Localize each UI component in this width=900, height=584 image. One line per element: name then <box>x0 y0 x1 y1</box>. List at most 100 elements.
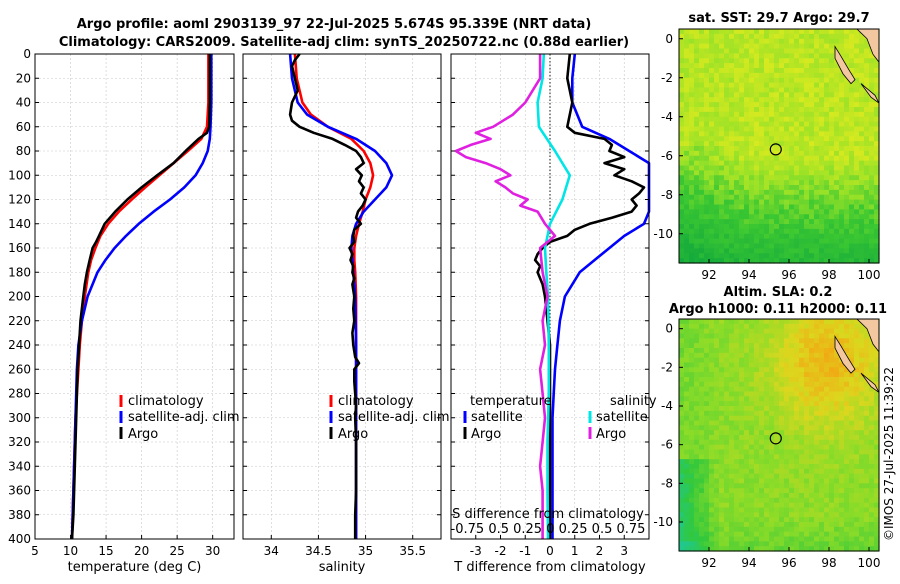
map-cell <box>869 87 875 93</box>
map-cell <box>759 233 765 240</box>
map-cell <box>694 343 700 349</box>
map-cell <box>804 185 810 191</box>
map-cell <box>819 204 825 210</box>
map-cell <box>739 58 745 64</box>
map-cell <box>814 512 820 518</box>
map-cell <box>829 248 835 254</box>
map-cell <box>699 43 705 50</box>
map-cell <box>849 473 855 480</box>
map-cell <box>854 204 860 210</box>
map-cell <box>759 386 765 393</box>
map-cell <box>724 155 730 162</box>
map-cell <box>789 82 795 89</box>
map-cell <box>734 160 740 167</box>
map-cell <box>744 72 750 79</box>
map-cell <box>799 136 805 142</box>
map-cell <box>769 396 775 402</box>
map-cell <box>864 219 870 225</box>
map-cell <box>679 136 685 142</box>
map-cell <box>834 189 840 196</box>
map-cell <box>864 82 870 89</box>
argo-position-marker <box>769 432 782 445</box>
map-cell <box>824 546 830 552</box>
map-cell <box>764 444 770 451</box>
map-cell <box>709 53 715 59</box>
map-cell <box>689 136 695 142</box>
map-cell <box>764 165 770 171</box>
x-tick-label: -1 <box>519 544 531 558</box>
map-cell <box>869 352 875 359</box>
map-cell <box>784 146 790 152</box>
map-cell <box>734 391 740 397</box>
map-cell <box>719 253 725 259</box>
map-cell <box>839 391 845 397</box>
map-cell <box>814 377 820 383</box>
x-tick-label: 98 <box>821 268 836 282</box>
map-cell <box>754 526 760 533</box>
map-cell <box>874 185 880 191</box>
map-cell <box>724 97 730 103</box>
map-cell <box>704 77 710 84</box>
map-cell <box>809 199 815 206</box>
map-cell <box>764 420 770 426</box>
map-cell <box>824 435 830 441</box>
map-cell <box>794 372 800 378</box>
map-cell <box>769 165 775 171</box>
map-cell <box>819 141 825 147</box>
map-cell <box>719 214 725 220</box>
map-cell <box>864 464 870 470</box>
map-cell <box>724 401 730 407</box>
map-cell <box>699 362 705 368</box>
map-cell <box>784 449 790 455</box>
map-cell <box>744 194 750 201</box>
map-cell <box>769 343 775 349</box>
map-cell <box>699 72 705 79</box>
map-cell <box>774 497 780 504</box>
map-cell <box>699 352 705 359</box>
map-cell <box>754 63 760 69</box>
map-cell <box>684 165 690 171</box>
map-cell <box>749 68 755 74</box>
map-cell <box>769 170 775 176</box>
map-cell <box>779 209 785 215</box>
map-cell <box>784 175 790 181</box>
map-cell <box>839 189 845 196</box>
map-cell <box>809 401 815 407</box>
map-cell <box>749 233 755 240</box>
map-cell <box>774 126 780 132</box>
map-cell <box>864 126 870 132</box>
map-cell <box>774 493 780 499</box>
map-cell <box>714 526 720 533</box>
map-cell <box>754 328 760 335</box>
map-cell <box>824 410 830 417</box>
map-cell <box>864 439 870 446</box>
map-cell <box>689 323 695 330</box>
map-cell <box>684 116 690 123</box>
map-cell <box>774 209 780 215</box>
map-cell <box>784 189 790 196</box>
map-cell <box>869 77 875 84</box>
map-cell <box>754 377 760 383</box>
map-cell <box>719 233 725 240</box>
map-cell <box>689 150 695 157</box>
map-cell <box>724 502 730 509</box>
map-cell <box>809 111 815 118</box>
map-cell <box>819 517 825 523</box>
map-cell <box>689 224 695 230</box>
map-cell <box>794 406 800 412</box>
map-cell <box>739 209 745 215</box>
map-cell <box>779 386 785 393</box>
map-cell <box>834 224 840 230</box>
map-cell <box>679 224 685 230</box>
map-cell <box>714 357 720 364</box>
map-cell <box>739 526 745 533</box>
map-cell <box>839 493 845 499</box>
map-cell <box>679 522 685 528</box>
map-cell <box>699 175 705 181</box>
map-cell <box>869 415 875 422</box>
legend-label-sal-argo: Argo <box>596 427 626 442</box>
map-cell <box>834 150 840 157</box>
map-cell <box>709 126 715 132</box>
map-cell <box>804 464 810 470</box>
map-cell <box>819 165 825 171</box>
